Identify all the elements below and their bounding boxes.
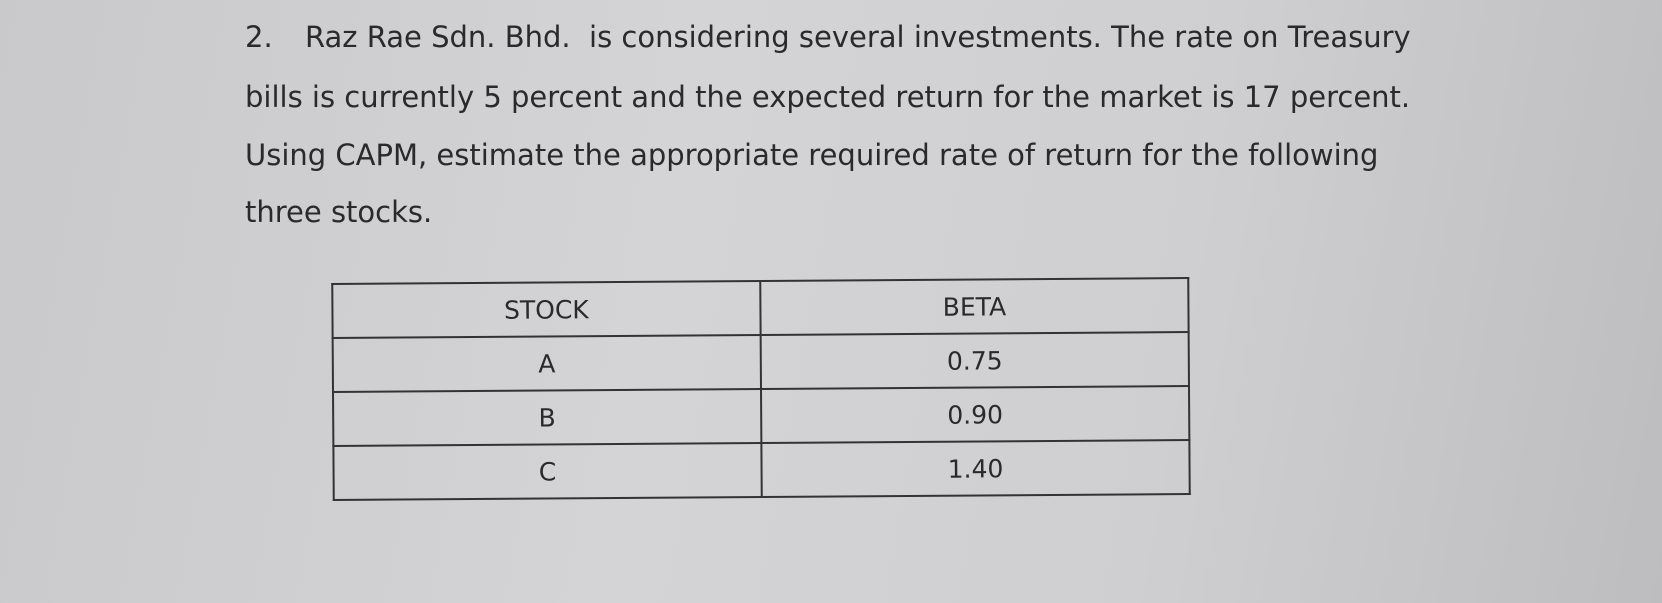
cell: 1.40 bbox=[761, 440, 1190, 497]
cell: 0.90 bbox=[761, 386, 1190, 443]
question-line: three stocks. bbox=[245, 195, 433, 229]
header-cell: BETA bbox=[760, 278, 1189, 336]
question-line: Using CAPM, estimate the appropriate req… bbox=[245, 138, 1379, 172]
cell: 0.75 bbox=[760, 332, 1189, 389]
header-row: STOCK BETA bbox=[332, 278, 1189, 338]
question-number: 2. bbox=[245, 20, 273, 54]
cell: A bbox=[332, 335, 761, 392]
cell: C bbox=[333, 442, 762, 500]
question-line: Raz Rae Sdn. Bhd. is considering several… bbox=[305, 20, 1411, 54]
cell: B bbox=[333, 389, 762, 446]
table-row: B 0.90 bbox=[333, 386, 1190, 446]
question-line: bills is currently 5 percent and the exp… bbox=[245, 80, 1411, 114]
header-cell: STOCK bbox=[332, 281, 761, 338]
table-row: A 0.75 bbox=[332, 332, 1189, 392]
beta-table: STOCK BETA A 0.75 B 0.90 C 1.40 bbox=[331, 277, 1191, 501]
table-row: C 1.40 bbox=[333, 440, 1190, 500]
